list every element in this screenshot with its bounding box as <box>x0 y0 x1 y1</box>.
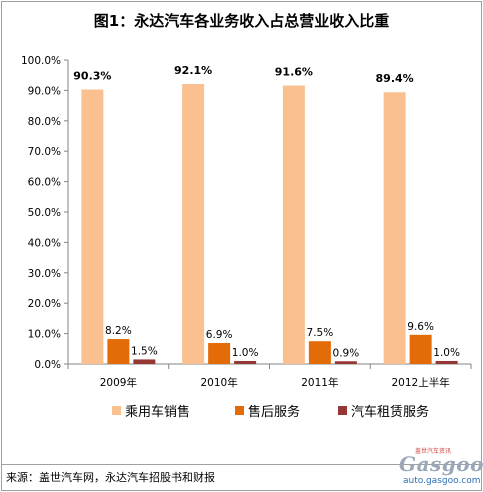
bar-2-1 <box>234 360 257 364</box>
y-tick-label: 0.0% <box>34 359 61 371</box>
bar-0-3 <box>383 92 406 364</box>
bar-2-0 <box>133 359 156 364</box>
bar-2-2 <box>334 361 357 364</box>
logo-url: auto.gasgoo.com <box>403 476 481 486</box>
legend-swatch <box>235 406 244 415</box>
data-label: 91.6% <box>275 66 313 79</box>
data-label: 1.0% <box>232 347 259 359</box>
y-tick-label: 90.0% <box>28 85 61 97</box>
bar-1-0 <box>107 339 130 364</box>
legend-label: 乘用车销售 <box>125 404 190 420</box>
bar-1-2 <box>308 341 331 364</box>
data-label: 9.6% <box>407 321 434 333</box>
gasgoo-logo: 盖世汽车资讯 Gasgoo auto.gasgoo.com <box>393 446 483 486</box>
data-label: 1.5% <box>131 345 158 357</box>
y-tick-label: 40.0% <box>28 237 61 249</box>
source-note: 来源：盖世汽车网，永达汽车招股书和财报 <box>6 471 215 484</box>
y-tick-label: 60.0% <box>28 177 61 189</box>
y-tick-label: 100.0% <box>21 55 61 67</box>
y-tick-label: 10.0% <box>28 329 61 341</box>
legend-swatch <box>112 406 121 415</box>
x-tick-label: 2011年 <box>301 376 338 389</box>
bar-0-0 <box>81 89 104 364</box>
data-label: 6.9% <box>206 329 233 341</box>
data-label: 0.9% <box>333 347 360 359</box>
data-label: 89.4% <box>376 72 414 85</box>
source-divider <box>2 464 481 465</box>
data-label: 8.2% <box>105 325 132 337</box>
legend-label: 汽车租赁服务 <box>351 404 429 420</box>
legend-swatch <box>338 406 347 415</box>
data-label: 92.1% <box>174 64 212 77</box>
chart-title: 图1：永达汽车各业务收入占总营业收入比重 <box>93 12 390 30</box>
bar-0-2 <box>282 85 305 364</box>
y-tick-label: 70.0% <box>28 146 61 158</box>
x-tick-label: 2010年 <box>201 376 238 389</box>
data-label: 7.5% <box>307 327 334 339</box>
bar-chart: 0.0% 10.0% 20.0% 30.0% 40.0% 50.0% 60.0% 70.0% 8… <box>21 55 472 420</box>
bar-0-1 <box>182 84 205 365</box>
x-tick-label: 2009年 <box>100 376 137 389</box>
data-label: 1.0% <box>433 347 460 359</box>
logo-top-text: 盖世汽车资讯 <box>415 448 452 455</box>
bar-1-3 <box>409 334 432 364</box>
y-tick-label: 20.0% <box>28 298 61 310</box>
logo-mark: Gasgoo <box>399 452 483 476</box>
y-tick-label: 30.0% <box>28 268 61 280</box>
x-tick-label: 2012上半年 <box>392 376 450 389</box>
y-tick-label: 50.0% <box>28 207 61 219</box>
y-tick-label: 80.0% <box>28 116 61 128</box>
bar-2-3 <box>435 360 458 364</box>
bar-1-1 <box>208 343 231 364</box>
legend-label: 售后服务 <box>248 404 300 420</box>
data-label: 90.3% <box>73 69 111 82</box>
